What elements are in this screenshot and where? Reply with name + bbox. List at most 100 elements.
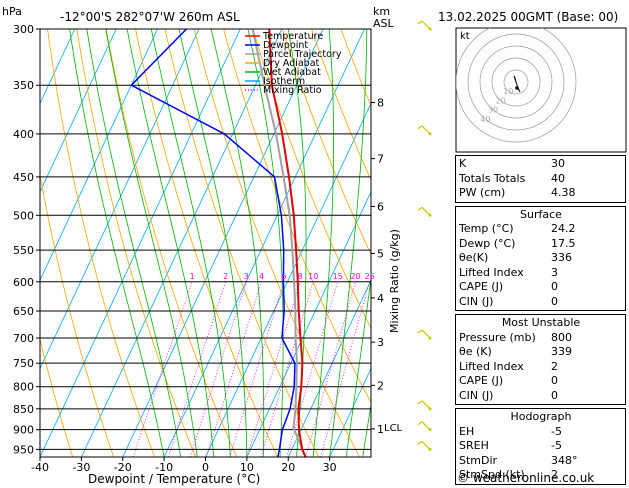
legend-entry: Mixing Ratio [263, 85, 322, 96]
index-row: CIN (J) 0 [459, 389, 623, 404]
index-label: Lifted Index [459, 360, 524, 375]
km-tick-label: 2 [377, 379, 384, 392]
temperature-tick-label: 20 [281, 461, 295, 474]
pressure-axis: 3003504004505005506006507007508008509009… [13, 23, 40, 456]
index-value: 0 [551, 389, 623, 404]
most-unstable-title: Most Unstable [459, 316, 623, 331]
mixing-ratio-label: 10 [308, 272, 318, 281]
km-tick-label: 5 [377, 247, 384, 260]
index-value: 30 [551, 157, 623, 172]
pressure-tick-label: 350 [13, 79, 34, 92]
wind-barb [418, 422, 432, 432]
index-label: Temp (°C) [459, 222, 514, 237]
index-value: 336 [551, 251, 623, 266]
hodograph-unit-label: kt [460, 31, 470, 42]
hodograph-storm-marker [515, 86, 519, 90]
pressure-tick-label: 850 [13, 403, 34, 416]
index-row: Lifted Index 2 [459, 360, 623, 375]
index-row: CAPE (J)0 [459, 374, 623, 389]
pressure-tick-label: 950 [13, 443, 34, 456]
index-row: θe(K) 336 [459, 251, 623, 266]
index-row: Lifted Index 3 [459, 266, 623, 281]
mixing-ratio-label: 8 [298, 272, 303, 281]
index-value: 17.5 [551, 237, 623, 252]
mixing-ratio-label: 15 [333, 272, 343, 281]
mixing-ratio-line [306, 282, 356, 457]
km-tick-label: 8 [377, 97, 384, 110]
x-axis-label: Dewpoint / Temperature (°C) [88, 472, 260, 486]
index-value: 0 [551, 374, 623, 389]
pressure-tick-label: 450 [13, 171, 34, 184]
pressure-tick-label: 650 [13, 305, 34, 318]
pressure-tick-label: 600 [13, 276, 34, 289]
wind-barb [418, 330, 432, 340]
mixing-ratio-label: 3 [244, 272, 249, 281]
index-value: 348° [551, 454, 623, 469]
mixing-ratio-label: 25 [365, 272, 375, 281]
index-label: EH [459, 425, 474, 440]
index-row: PW (cm) 4.38 [459, 186, 623, 201]
pressure-tick-label: 750 [13, 357, 34, 370]
wind-barb [418, 441, 432, 451]
index-row: Temp (°C) 24.2 [459, 222, 623, 237]
mixing-ratio-line [321, 282, 370, 457]
mixing-ratio-label: 2 [223, 272, 228, 281]
index-value: 24.2 [551, 222, 623, 237]
dry-adiabat-line [106, 29, 237, 457]
index-value: 0 [551, 280, 623, 295]
km-tick-label: 4 [377, 292, 384, 305]
km-tick-label: 3 [377, 336, 384, 349]
index-row: EH-5 [459, 425, 623, 440]
hodograph-ring-label: 10 [503, 87, 513, 96]
index-value: 0 [551, 295, 623, 310]
isotherm-line [0, 29, 75, 457]
dry-adiabat-line [48, 29, 155, 457]
wet-adiabat-line [211, 29, 264, 457]
dry-adiabat-line [0, 29, 73, 457]
index-label: SREH [459, 439, 489, 454]
isotherm-line [81, 29, 281, 457]
index-label: PW (cm) [459, 186, 505, 201]
wet-adiabat-line [87, 29, 181, 457]
mixing-ratio-label: 20 [350, 272, 360, 281]
index-label: Pressure (mb) [459, 331, 536, 346]
dry-adiabat-line [77, 29, 196, 457]
pressure-tick-label: 400 [13, 128, 34, 141]
copyright-footer: © weatheronline.co.uk [457, 471, 594, 485]
km-tick-label: 1 [377, 423, 384, 436]
index-value: 3 [551, 266, 623, 281]
index-row: CAPE (J) 0 [459, 280, 623, 295]
index-row: θe (K)339 [459, 345, 623, 360]
index-label: CAPE (J) [459, 280, 503, 295]
mixing-ratio-label: 1 [190, 272, 195, 281]
hodograph-frame [456, 28, 626, 152]
index-label: StmDir [459, 454, 497, 469]
pressure-tick-label: 550 [13, 244, 34, 257]
index-row: Totals Totals 40 [459, 172, 623, 187]
index-label: θe(K) [459, 251, 488, 266]
pressure-tick-label: 900 [13, 424, 34, 437]
index-row: Dewp (°C) 17.5 [459, 237, 623, 252]
dry-adiabat-line [136, 29, 278, 457]
wind-barb [418, 207, 432, 217]
index-value: 2 [551, 360, 623, 375]
wind-barb [418, 21, 432, 31]
mixing-ratio-line [247, 282, 300, 457]
km-tick-label: 7 [377, 153, 384, 166]
wet-adiabat-line [179, 29, 247, 457]
index-label: Lifted Index [459, 266, 524, 281]
wet-adiabat-line [106, 29, 197, 457]
index-row: StmDir 348° [459, 454, 623, 469]
wind-barb [418, 401, 432, 411]
temperature-tick-label: 30 [323, 461, 337, 474]
index-label: Totals Totals [459, 172, 525, 187]
index-label: Dewp (°C) [459, 237, 515, 252]
index-value: 4.38 [551, 186, 623, 201]
index-label: CIN (J) [459, 389, 493, 404]
index-value: 40 [551, 172, 623, 187]
